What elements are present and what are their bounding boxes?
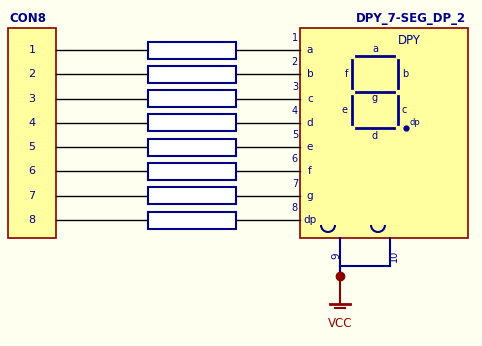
- Text: 6: 6: [28, 166, 36, 176]
- Bar: [148, 211, 236, 228]
- Text: 9: 9: [331, 253, 341, 259]
- Text: e: e: [342, 105, 348, 115]
- Text: 4: 4: [28, 118, 36, 128]
- Text: e: e: [307, 142, 313, 152]
- Text: 5: 5: [28, 142, 36, 152]
- Text: g: g: [372, 93, 378, 103]
- Bar: [148, 90, 236, 107]
- Text: DPY_7-SEG_DP_2: DPY_7-SEG_DP_2: [356, 12, 466, 25]
- Bar: [148, 163, 236, 180]
- Text: 2: 2: [292, 57, 298, 67]
- Bar: [300, 28, 468, 238]
- Bar: [148, 187, 236, 204]
- Text: f: f: [345, 69, 348, 79]
- Bar: [148, 42, 236, 58]
- Text: a: a: [307, 45, 313, 55]
- Text: VCC: VCC: [328, 317, 352, 330]
- Text: 7: 7: [292, 179, 298, 189]
- Text: 4: 4: [292, 106, 298, 116]
- Text: dp: dp: [303, 215, 317, 225]
- Text: 1: 1: [28, 45, 36, 55]
- Text: c: c: [402, 105, 407, 115]
- Text: 2: 2: [28, 69, 36, 79]
- Text: b: b: [307, 69, 313, 79]
- Text: 10: 10: [389, 250, 399, 262]
- Text: 8: 8: [28, 215, 36, 225]
- Text: f: f: [308, 166, 312, 176]
- Text: 3: 3: [28, 93, 36, 103]
- Text: d: d: [307, 118, 313, 128]
- Text: 7: 7: [28, 191, 36, 201]
- Bar: [148, 139, 236, 156]
- Text: DPY: DPY: [398, 35, 421, 47]
- Text: 1: 1: [292, 33, 298, 43]
- Text: 3: 3: [292, 82, 298, 92]
- Text: g: g: [307, 191, 313, 201]
- Text: c: c: [307, 93, 313, 103]
- Text: dp: dp: [409, 118, 420, 127]
- Text: d: d: [372, 131, 378, 141]
- Text: 6: 6: [292, 154, 298, 164]
- Bar: [148, 66, 236, 83]
- Text: 8: 8: [292, 203, 298, 213]
- Bar: [8, 28, 56, 238]
- Bar: [148, 115, 236, 131]
- Text: a: a: [372, 44, 378, 54]
- Text: b: b: [402, 69, 408, 79]
- Text: 5: 5: [292, 130, 298, 140]
- Text: CON8: CON8: [9, 12, 46, 25]
